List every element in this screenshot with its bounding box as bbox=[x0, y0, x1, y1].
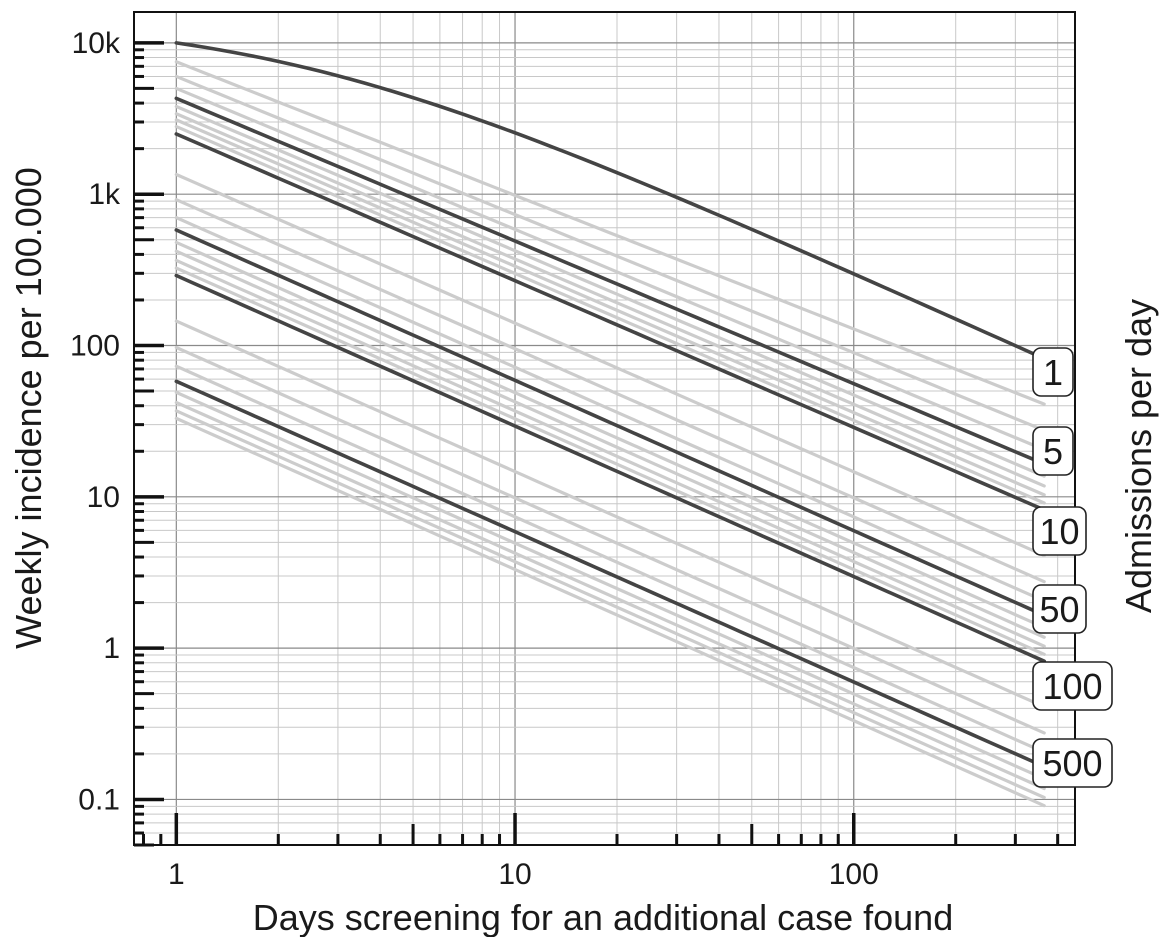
series-line-100 bbox=[174, 273, 1046, 663]
badge-label: 500 bbox=[1042, 743, 1102, 784]
background-series-line-70 bbox=[174, 249, 1046, 639]
axes: 1 10 100 0.1 1 10 100 1k 10k bbox=[70, 11, 1076, 891]
background-series-line-60 bbox=[174, 240, 1046, 630]
series-line-10 bbox=[174, 132, 1046, 512]
badge-box bbox=[1032, 584, 1087, 634]
background-series-line-900 bbox=[174, 416, 1046, 808]
series-label-badge-5: 5 bbox=[1032, 426, 1074, 476]
background-series-line-7 bbox=[174, 112, 1046, 488]
badge-box bbox=[1032, 506, 1087, 556]
series-labels-group: 1 5 10 50 100 500 bbox=[1032, 347, 1113, 788]
series-label-badge-100: 100 bbox=[1032, 661, 1113, 711]
background-series-line-800 bbox=[174, 409, 1046, 800]
series-line-5 bbox=[174, 96, 1046, 466]
series-label-badge-50: 50 bbox=[1032, 584, 1087, 634]
background-series-line-40 bbox=[174, 216, 1046, 603]
y-tick-label: 10k bbox=[72, 27, 121, 60]
series-label-badge-500: 500 bbox=[1032, 738, 1113, 788]
background-series-line-9 bbox=[174, 124, 1046, 505]
background-series-group bbox=[174, 60, 1046, 808]
y-axis-title: Weekly incidence per 100.000 bbox=[8, 167, 49, 649]
y-tick-label: 1k bbox=[88, 178, 121, 211]
background-series-line-90 bbox=[174, 266, 1046, 656]
background-series-line-400 bbox=[174, 364, 1046, 754]
background-series-line-8 bbox=[174, 118, 1046, 497]
right-axis-title: Admissions per day bbox=[1118, 299, 1159, 613]
y-tick-label: 10 bbox=[87, 481, 120, 514]
y-tick-label: 0.1 bbox=[78, 783, 120, 816]
background-series-line-300 bbox=[174, 345, 1046, 735]
badge-label: 1 bbox=[1043, 352, 1063, 393]
badge-label: 5 bbox=[1043, 431, 1063, 472]
y-tick-label: 1 bbox=[103, 632, 120, 665]
background-series-line-2 bbox=[174, 60, 1046, 406]
background-series-line-200 bbox=[174, 319, 1046, 709]
background-series-line-20 bbox=[174, 172, 1046, 558]
series-line-1 bbox=[174, 41, 1046, 361]
background-series-line-3 bbox=[174, 74, 1046, 432]
series-label-badge-10: 10 bbox=[1032, 506, 1087, 556]
series-label-badge-1: 1 bbox=[1032, 347, 1074, 397]
x-tick-label: 100 bbox=[829, 858, 879, 891]
badge-box bbox=[1032, 426, 1074, 476]
x-tick-label: 1 bbox=[168, 858, 185, 891]
highlighted-series-group bbox=[174, 41, 1046, 769]
background-series-line-80 bbox=[174, 258, 1046, 648]
background-series-line-700 bbox=[174, 400, 1046, 791]
background-series-line-4 bbox=[174, 86, 1046, 452]
series-line-500 bbox=[174, 379, 1046, 769]
plot-frame bbox=[133, 11, 1076, 846]
y-tick-label: 100 bbox=[70, 330, 120, 363]
badge-box bbox=[1032, 738, 1113, 788]
badge-box bbox=[1032, 661, 1113, 711]
badge-label: 50 bbox=[1039, 589, 1079, 630]
badge-label: 10 bbox=[1039, 511, 1079, 552]
x-axis-title: Days screening for an additional case fo… bbox=[253, 897, 953, 937]
background-series-line-30 bbox=[174, 198, 1046, 584]
x-tick-label: 10 bbox=[498, 858, 531, 891]
background-series-line-600 bbox=[174, 390, 1046, 781]
badge-label: 100 bbox=[1042, 666, 1102, 707]
series-line-50 bbox=[174, 228, 1046, 618]
background-series-line-6 bbox=[174, 104, 1046, 478]
badge-box bbox=[1032, 347, 1074, 397]
